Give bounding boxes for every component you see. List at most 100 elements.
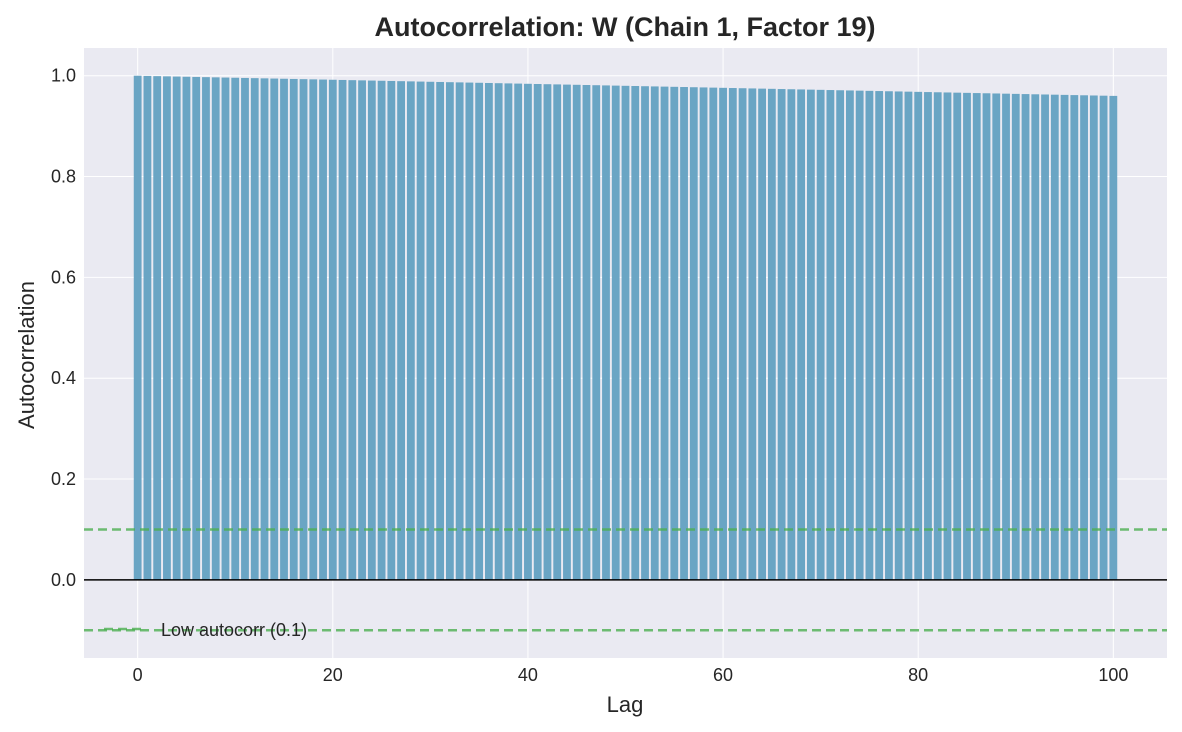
bar-lag-16	[289, 78, 298, 580]
bar-lag-74	[855, 90, 864, 580]
y-axis-ticks: 0.0 0.2 0.4 0.6 0.8 1.0	[51, 66, 76, 590]
y-tick-label-1: 0.2	[51, 469, 76, 489]
bar-lag-4	[172, 76, 181, 580]
bar-lag-26	[387, 80, 396, 580]
bar-lag-87	[982, 93, 991, 580]
bar-lag-13	[260, 78, 269, 580]
bar-lag-92	[1031, 94, 1040, 580]
bar-lag-11	[241, 77, 249, 580]
bar-lag-10	[231, 77, 240, 580]
y-tick-label-3: 0.6	[51, 267, 76, 287]
bar-lag-40	[524, 83, 532, 580]
bar-series	[133, 75, 1118, 580]
bar-lag-89	[1002, 93, 1010, 580]
bar-lag-61	[728, 88, 737, 580]
bar-lag-76	[875, 91, 884, 580]
bar-lag-12	[250, 78, 259, 580]
bar-lag-36	[485, 82, 493, 580]
bar-lag-45	[572, 84, 581, 580]
bar-lag-17	[299, 79, 308, 580]
y-axis-label: Autocorrelation	[14, 281, 39, 429]
y-tick-label-2: 0.4	[51, 368, 76, 388]
bar-lag-71	[826, 90, 835, 580]
bar-lag-24	[367, 80, 376, 580]
bar-lag-63	[748, 88, 757, 580]
bar-lag-98	[1089, 95, 1098, 580]
bar-lag-1	[143, 75, 152, 580]
bar-lag-37	[494, 83, 503, 580]
bar-lag-96	[1070, 95, 1079, 580]
bar-lag-78	[894, 91, 903, 580]
bar-lag-47	[592, 85, 601, 580]
bar-lag-42	[543, 84, 552, 580]
bar-lag-85	[963, 92, 971, 580]
bar-lag-9	[221, 77, 230, 580]
bar-lag-68	[797, 89, 806, 580]
bar-lag-99	[1099, 95, 1108, 580]
bar-lag-70	[816, 89, 825, 580]
bar-lag-44	[563, 84, 571, 580]
bar-lag-66	[777, 89, 786, 580]
bar-lag-31	[436, 81, 445, 580]
bar-lag-88	[992, 93, 1001, 580]
bar-lag-8	[211, 77, 220, 580]
bar-lag-23	[358, 80, 366, 580]
bar-lag-0	[133, 75, 142, 580]
bar-lag-20	[328, 79, 337, 580]
chart-title: Autocorrelation: W (Chain 1, Factor 19)	[374, 12, 875, 42]
bar-lag-52	[641, 86, 649, 580]
bar-lag-28	[406, 81, 415, 580]
bar-lag-32	[445, 82, 454, 580]
bar-lag-53	[650, 86, 659, 580]
bar-lag-27	[397, 81, 405, 580]
bar-lag-62	[738, 88, 747, 580]
bar-lag-56	[680, 87, 688, 580]
bar-lag-14	[270, 78, 279, 580]
bar-lag-49	[611, 85, 620, 580]
x-tick-label-0: 0	[133, 665, 143, 685]
bar-lag-39	[514, 83, 523, 580]
bar-lag-65	[767, 88, 776, 580]
bar-lag-54	[660, 86, 669, 580]
bar-lag-79	[904, 91, 913, 580]
y-tick-label-0: 0.0	[51, 570, 76, 590]
bar-lag-86	[972, 93, 981, 580]
bar-lag-21	[338, 79, 347, 580]
bar-lag-38	[504, 83, 513, 580]
x-axis-ticks: 0 20 40 60 80 100	[133, 665, 1129, 685]
x-tick-label-1: 20	[323, 665, 343, 685]
bar-lag-25	[377, 80, 386, 580]
bar-lag-91	[1021, 94, 1030, 580]
bar-lag-81	[924, 92, 932, 580]
x-tick-label-2: 40	[518, 665, 538, 685]
bar-lag-46	[582, 85, 591, 580]
bar-lag-58	[699, 87, 708, 580]
bar-lag-93	[1041, 94, 1049, 580]
bar-lag-73	[846, 90, 854, 580]
bar-lag-3	[163, 76, 171, 580]
bar-lag-50	[621, 85, 630, 580]
bar-lag-77	[885, 91, 893, 580]
bar-lag-43	[553, 84, 562, 580]
x-tick-label-4: 80	[908, 665, 928, 685]
bar-lag-55	[670, 86, 679, 580]
bar-lag-51	[631, 86, 640, 580]
bar-lag-95	[1060, 94, 1069, 580]
bar-lag-69	[806, 89, 815, 580]
bar-lag-82	[933, 92, 942, 580]
bar-lag-19	[319, 79, 327, 580]
bar-lag-22	[348, 80, 357, 580]
bar-lag-30	[426, 81, 435, 580]
bar-lag-72	[836, 90, 845, 580]
bar-lag-48	[602, 85, 610, 580]
x-tick-label-5: 100	[1098, 665, 1128, 685]
bar-lag-75	[865, 90, 874, 580]
bar-lag-83	[943, 92, 952, 580]
bar-lag-29	[416, 81, 425, 580]
bar-lag-41	[533, 83, 542, 580]
bar-lag-6	[192, 76, 201, 580]
bar-lag-18	[309, 79, 318, 580]
bar-lag-15	[280, 78, 288, 580]
x-tick-label-3: 60	[713, 665, 733, 685]
